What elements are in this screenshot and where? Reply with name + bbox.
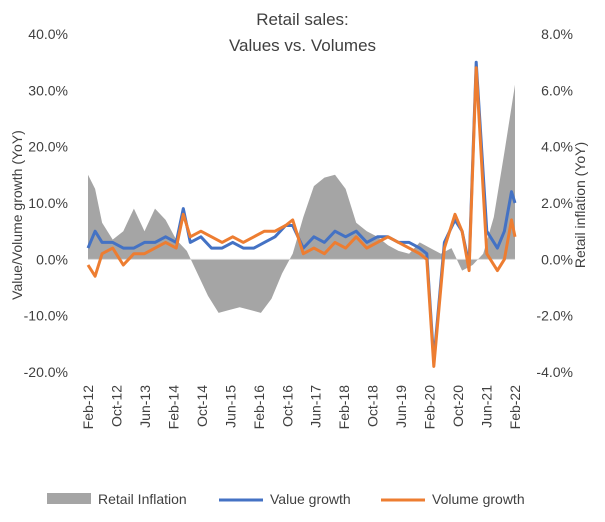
right-tick-label: 4.0% bbox=[541, 139, 573, 155]
volume-growth-series bbox=[86, 66, 517, 368]
left-tick-label: 10.0% bbox=[28, 195, 68, 211]
x-tick-label: Feb-12 bbox=[80, 385, 96, 430]
left-tick-label: -10.0% bbox=[24, 308, 68, 324]
legend-inflation-swatch bbox=[47, 493, 91, 504]
x-tick-label: Feb-14 bbox=[165, 385, 181, 430]
x-tick-label: Feb-16 bbox=[251, 385, 267, 430]
right-tick-label: 2.0% bbox=[541, 195, 573, 211]
x-tick-label: Jun-19 bbox=[393, 385, 409, 428]
x-axis-ticks: Feb-12 Oct-12 Jun-13 Feb-14 Oct-14 Jun-15 Feb-… bbox=[80, 385, 523, 430]
x-tick-label: Jun-17 bbox=[308, 385, 324, 428]
x-tick-label: Feb-18 bbox=[336, 385, 352, 430]
left-axis-label: Value/Volume growth (YoY) bbox=[9, 130, 25, 300]
x-tick-label: Feb-20 bbox=[422, 385, 438, 430]
x-tick-label: Oct-18 bbox=[365, 385, 381, 427]
legend-inflation-label: Retail Inflation bbox=[98, 491, 187, 507]
inflation-area-series bbox=[88, 84, 515, 313]
x-tick-label: Oct-20 bbox=[450, 385, 466, 427]
right-tick-label: -2.0% bbox=[536, 308, 573, 324]
left-axis-ticks: 40.0% 30.0% 20.0% 10.0% 0.0% -10.0% -20.0% bbox=[24, 26, 68, 380]
value-growth-line bbox=[86, 60, 517, 363]
x-tick-label: Jun-15 bbox=[222, 385, 238, 428]
right-tick-label: -4.0% bbox=[536, 364, 573, 380]
left-tick-label: 40.0% bbox=[28, 26, 68, 42]
x-tick-label: Jun-21 bbox=[479, 385, 495, 428]
right-tick-label: 6.0% bbox=[541, 82, 573, 98]
x-tick-label: Jun-13 bbox=[137, 385, 153, 428]
x-tick-label: Oct-16 bbox=[279, 385, 295, 427]
right-axis-ticks: 8.0% 6.0% 4.0% 2.0% 0.0% -2.0% -4.0% bbox=[536, 26, 573, 380]
left-tick-label: 0.0% bbox=[36, 251, 68, 267]
chart-title-line-1: Retail sales: bbox=[256, 10, 349, 29]
left-tick-label: -20.0% bbox=[24, 364, 68, 380]
volume-growth-line bbox=[86, 66, 517, 368]
left-tick-label: 20.0% bbox=[28, 139, 68, 155]
x-tick-label: Oct-14 bbox=[194, 385, 210, 427]
legend-volume-label: Volume growth bbox=[432, 491, 525, 507]
left-tick-label: 30.0% bbox=[28, 82, 68, 98]
legend: Retail Inflation Value growth Volume growt… bbox=[47, 491, 525, 507]
value-growth-series bbox=[86, 60, 517, 363]
chart-title-line-2: Values vs. Volumes bbox=[228, 36, 377, 55]
x-tick-label: Feb-22 bbox=[507, 385, 523, 430]
right-axis-label: Retail inflation (YoY) bbox=[572, 142, 588, 268]
inflation-area bbox=[88, 84, 515, 313]
right-tick-label: 8.0% bbox=[541, 26, 573, 42]
x-tick-label: Oct-12 bbox=[109, 385, 125, 427]
legend-value-label: Value growth bbox=[270, 491, 351, 507]
right-tick-label: 0.0% bbox=[541, 251, 573, 267]
